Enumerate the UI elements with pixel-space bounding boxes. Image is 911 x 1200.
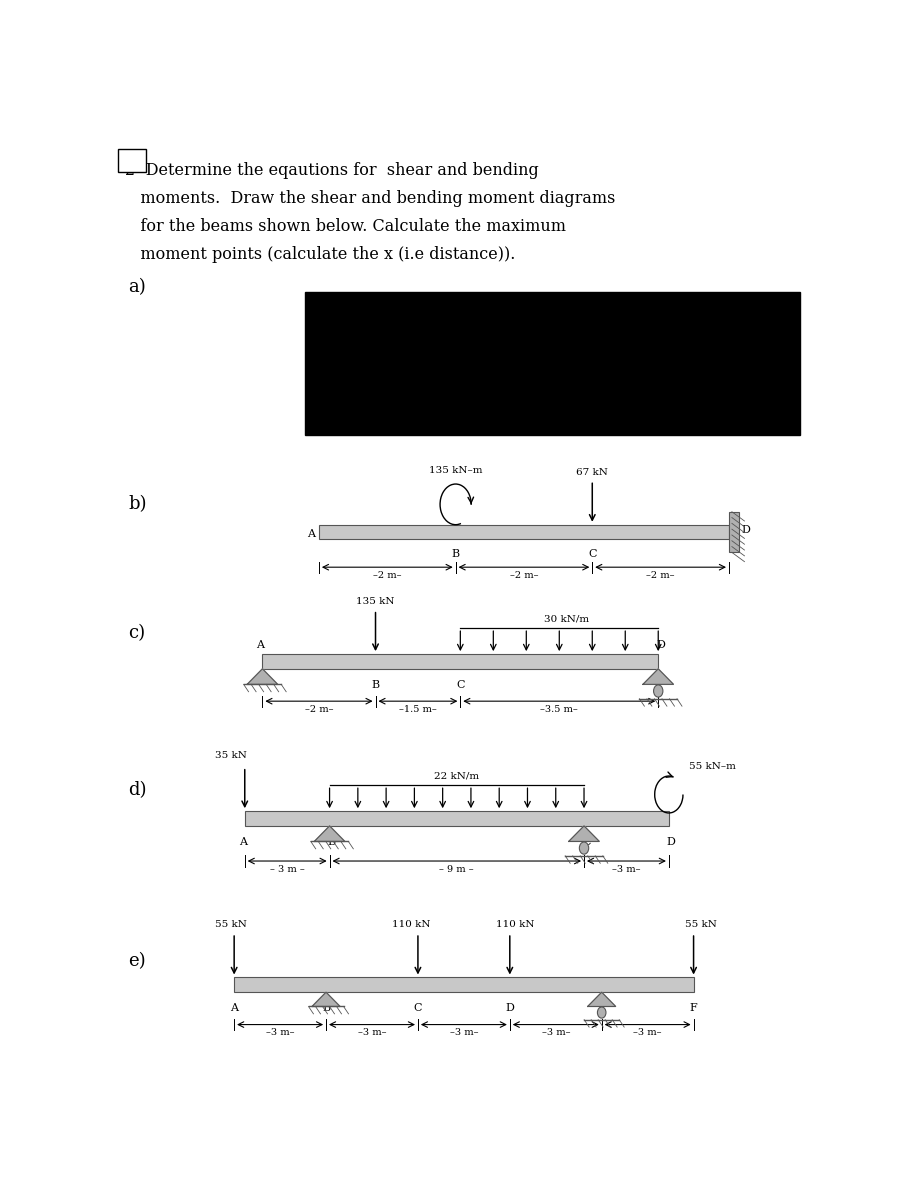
Polygon shape xyxy=(247,668,277,684)
Text: B: B xyxy=(327,838,335,847)
Text: –3.5 m–: –3.5 m– xyxy=(540,704,578,714)
Text: D: D xyxy=(505,1003,514,1013)
Text: D: D xyxy=(666,838,675,847)
Text: D: D xyxy=(741,526,750,535)
Text: C: C xyxy=(414,1003,422,1013)
Bar xyxy=(244,811,668,826)
Text: F: F xyxy=(689,1003,697,1013)
Text: 2- Determine the eqautions for  shear and bending: 2- Determine the eqautions for shear and… xyxy=(125,162,537,180)
Text: d): d) xyxy=(128,781,147,799)
Bar xyxy=(728,511,738,552)
Text: A: A xyxy=(256,641,264,650)
Text: D: D xyxy=(655,641,664,650)
Text: 135 kN–m: 135 kN–m xyxy=(428,466,482,475)
Text: B: B xyxy=(322,1003,330,1013)
Polygon shape xyxy=(312,992,340,1007)
Text: –1.5 m–: –1.5 m– xyxy=(399,704,436,714)
Polygon shape xyxy=(314,826,344,841)
Circle shape xyxy=(597,1007,605,1018)
Text: 30 kN/m: 30 kN/m xyxy=(543,614,589,624)
Text: –3 m–: –3 m– xyxy=(266,1028,294,1037)
Text: a): a) xyxy=(128,278,146,296)
Text: for the beams shown below. Calculate the maximum: for the beams shown below. Calculate the… xyxy=(125,218,565,235)
Text: –2 m–: –2 m– xyxy=(373,571,401,580)
Text: B: B xyxy=(371,680,379,690)
Bar xyxy=(234,978,693,992)
Text: C: C xyxy=(581,838,589,847)
Text: –2 m–: –2 m– xyxy=(646,571,674,580)
Text: b): b) xyxy=(128,496,147,514)
Text: – 9 m –: – 9 m – xyxy=(439,865,474,874)
Text: C: C xyxy=(456,680,464,690)
Text: moments.  Draw the shear and bending moment diagrams: moments. Draw the shear and bending mome… xyxy=(125,190,614,208)
Text: A: A xyxy=(230,1003,238,1013)
Text: 55 kN: 55 kN xyxy=(214,920,246,929)
Text: – 3 m –: – 3 m – xyxy=(270,865,304,874)
Text: –3 m–: –3 m– xyxy=(541,1028,569,1037)
Text: –3 m–: –3 m– xyxy=(449,1028,477,1037)
FancyBboxPatch shape xyxy=(118,149,146,172)
Text: –3 m–: –3 m– xyxy=(357,1028,386,1037)
Text: A: A xyxy=(239,838,246,847)
Text: moment points (calculate the x (i.e distance)).: moment points (calculate the x (i.e dist… xyxy=(125,246,515,263)
Text: E: E xyxy=(597,1003,605,1013)
Polygon shape xyxy=(587,992,615,1007)
Text: –2 m–: –2 m– xyxy=(304,704,333,714)
Text: 22 kN/m: 22 kN/m xyxy=(434,772,479,781)
Bar xyxy=(262,654,658,668)
Text: 110 kN: 110 kN xyxy=(391,920,430,929)
Text: 35 kN: 35 kN xyxy=(214,751,246,761)
Polygon shape xyxy=(642,668,672,684)
Text: 110 kN: 110 kN xyxy=(496,920,534,929)
Text: –2 m–: –2 m– xyxy=(509,571,537,580)
Bar xyxy=(304,292,799,436)
Circle shape xyxy=(653,685,662,697)
Bar xyxy=(319,524,728,540)
Text: e): e) xyxy=(128,953,146,971)
Text: 55 kN–m: 55 kN–m xyxy=(688,762,734,772)
Text: 135 kN: 135 kN xyxy=(356,596,394,606)
Text: C: C xyxy=(588,548,596,559)
Text: c): c) xyxy=(128,624,145,642)
Text: 67 kN: 67 kN xyxy=(576,468,608,476)
Circle shape xyxy=(578,842,588,854)
Text: –3 m–: –3 m– xyxy=(633,1028,661,1037)
Text: –3 m–: –3 m– xyxy=(611,865,640,874)
Polygon shape xyxy=(568,826,599,841)
Text: B: B xyxy=(451,548,459,559)
Text: A: A xyxy=(307,529,315,539)
Text: 55 kN: 55 kN xyxy=(684,920,716,929)
